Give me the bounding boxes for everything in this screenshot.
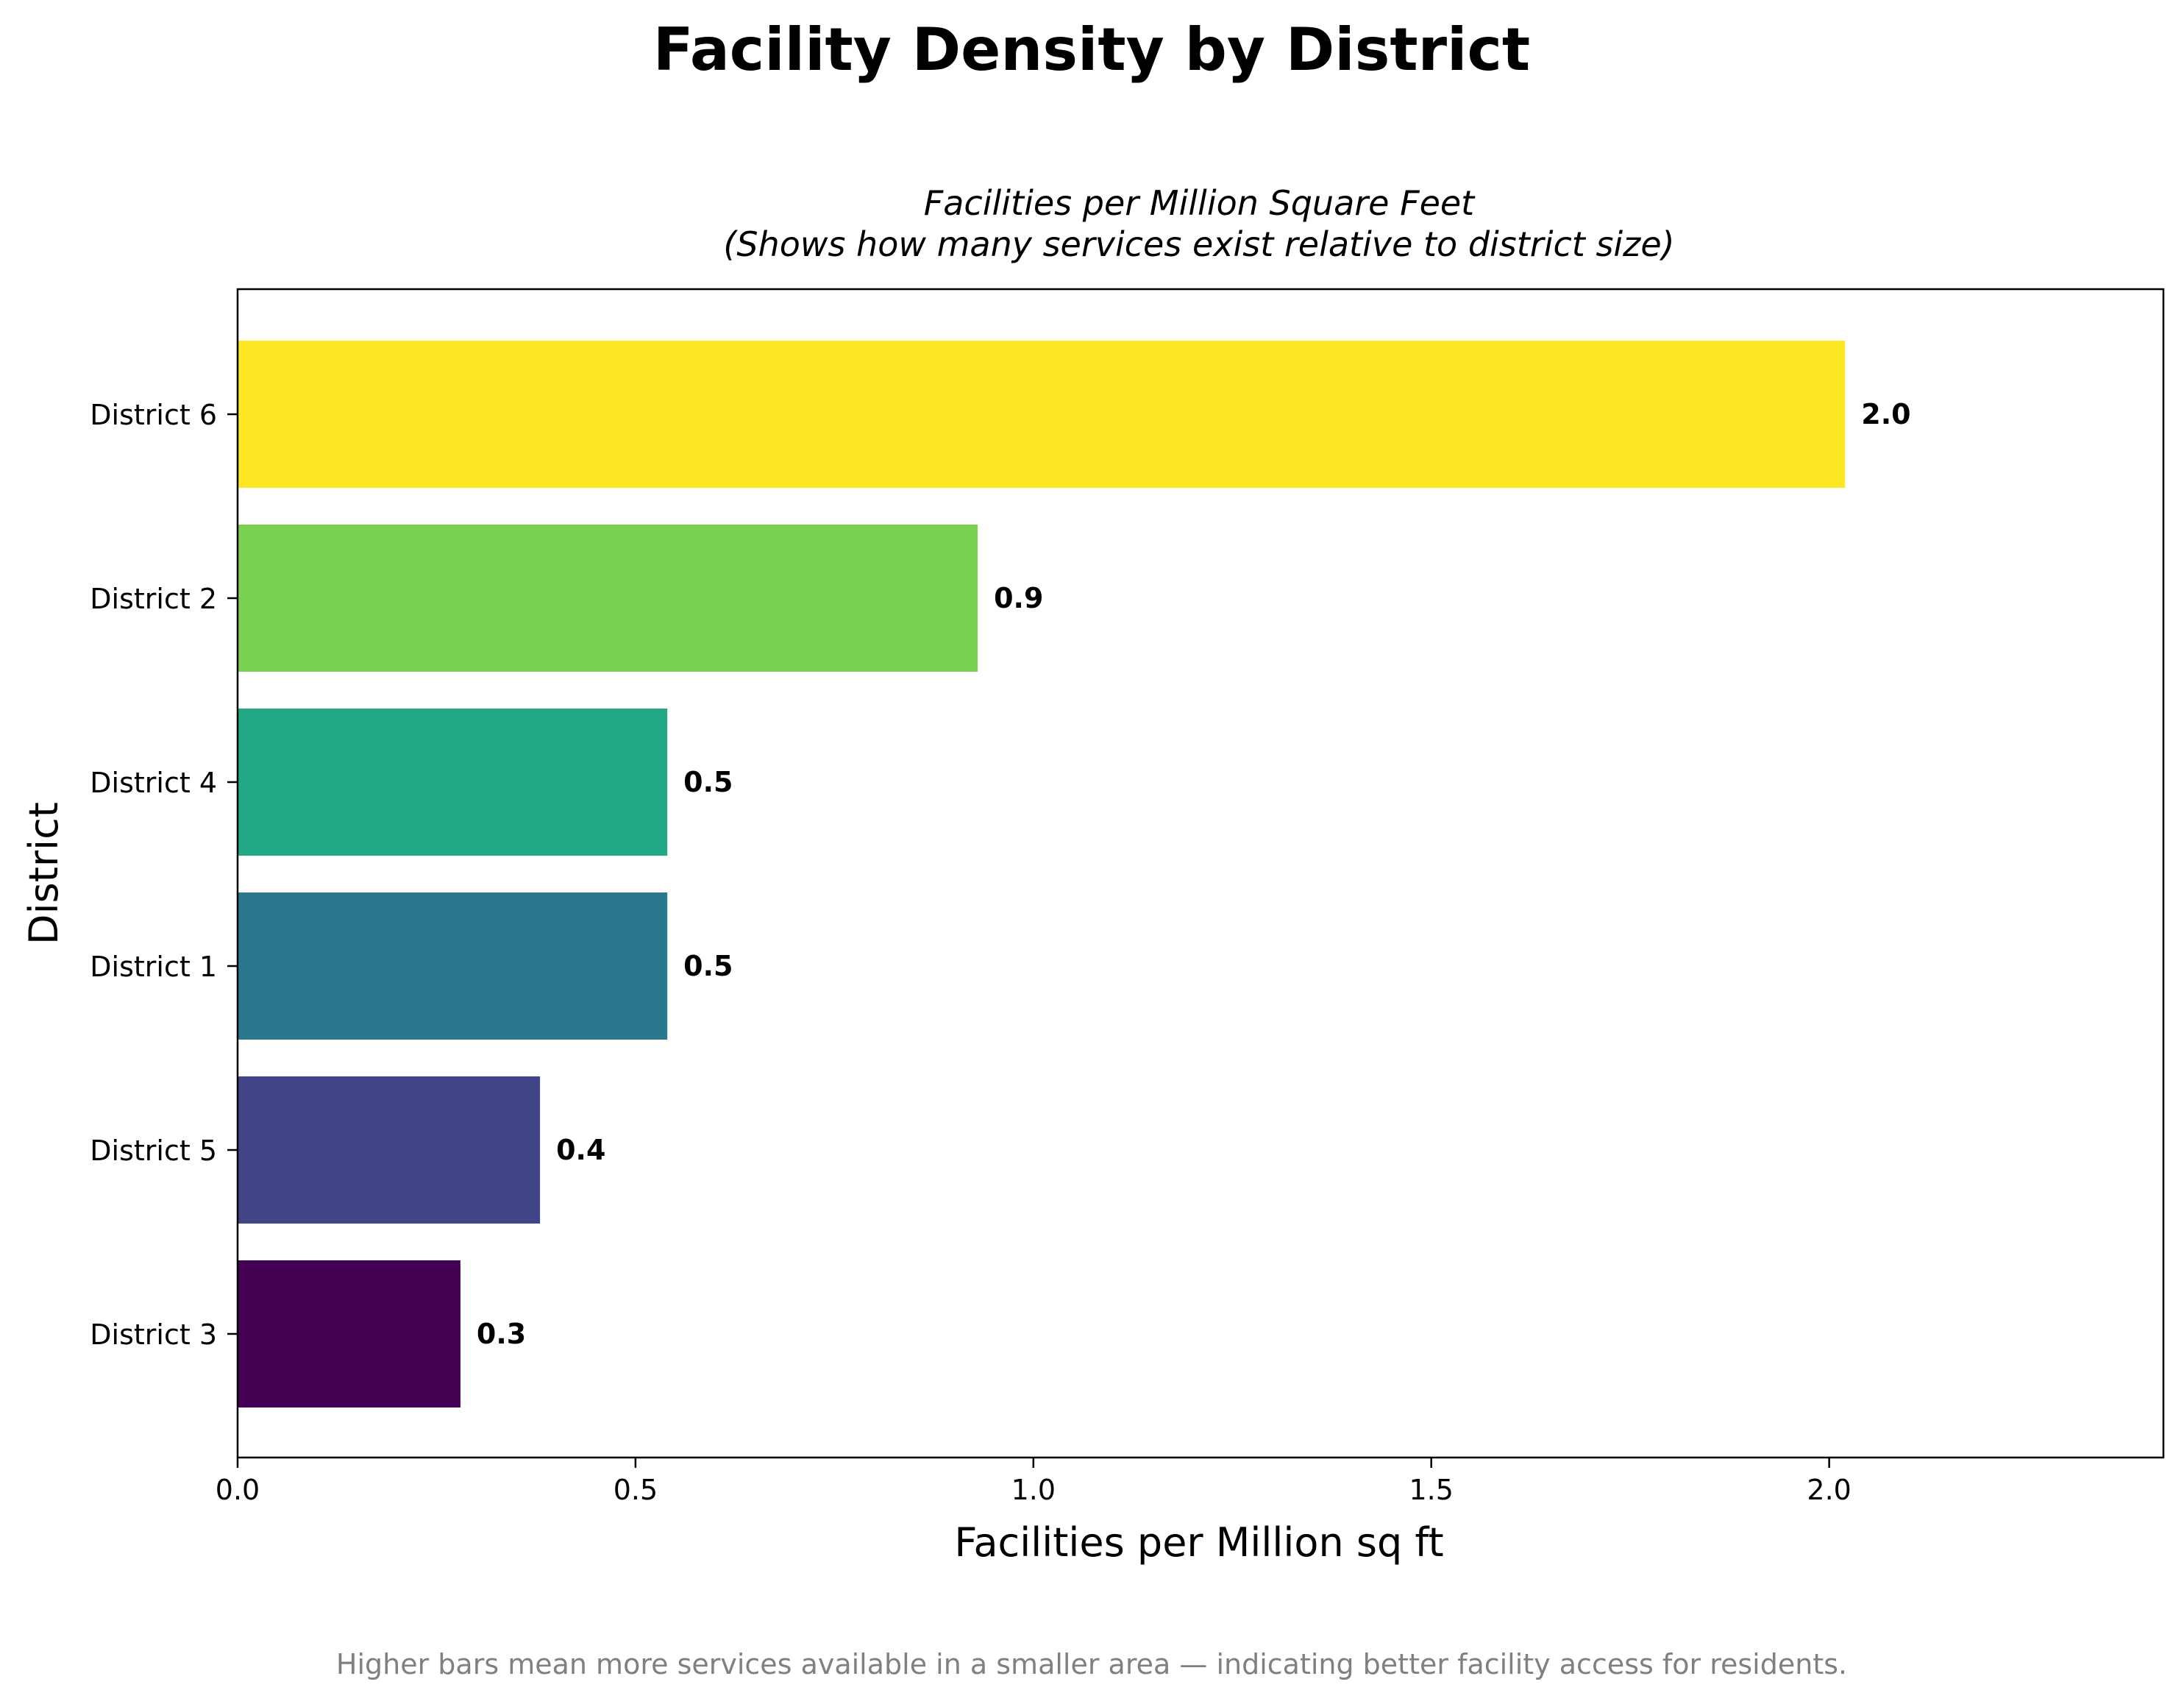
bars-layer xyxy=(238,341,1846,1407)
bar-district-3 xyxy=(238,1260,460,1407)
data-label-district-4: 0.5 xyxy=(683,766,733,798)
x-tick-label: 1.0 xyxy=(1011,1474,1056,1506)
bar-district-1 xyxy=(238,892,668,1040)
y-tick-label: District 2 xyxy=(90,583,217,615)
y-axis-ticks: District 6 District 2 District 4 District 1… xyxy=(90,399,238,1351)
bar-district-5 xyxy=(238,1076,541,1224)
bar-district-2 xyxy=(238,525,978,672)
footnote: Higher bars mean more services available… xyxy=(336,1648,1847,1680)
data-labels-layer: 2.0 0.9 0.5 0.5 0.4 0.3 xyxy=(477,398,1911,1350)
data-label-district-3: 0.3 xyxy=(477,1318,526,1350)
x-tick-label: 2.0 xyxy=(1807,1474,1851,1506)
figure-title: Facility Density by District xyxy=(653,15,1530,84)
y-tick-label: District 6 xyxy=(90,399,217,431)
y-axis-label: District xyxy=(21,802,67,945)
y-tick-label: District 4 xyxy=(90,767,217,799)
x-axis-ticks: 0.0 0.5 1.0 1.5 2.0 xyxy=(216,1458,1852,1506)
chart-subtitle-line-2: (Shows how many services exist relative … xyxy=(723,224,1674,264)
x-tick-label: 1.5 xyxy=(1409,1474,1454,1506)
bar-district-6 xyxy=(238,341,1846,488)
x-tick-label: 0.5 xyxy=(613,1474,658,1506)
y-tick-label: District 5 xyxy=(90,1135,217,1167)
x-axis-label: Facilities per Million sq ft xyxy=(954,1519,1443,1566)
bar-district-4 xyxy=(238,709,668,856)
x-tick-label: 0.0 xyxy=(216,1474,260,1506)
data-label-district-1: 0.5 xyxy=(683,950,733,982)
y-tick-label: District 3 xyxy=(90,1318,217,1351)
plot-frame xyxy=(236,288,2165,1459)
data-label-district-6: 2.0 xyxy=(1861,398,1910,430)
chart-subtitle-line-1: Facilities per Million Square Feet xyxy=(924,183,1476,223)
y-tick-label: District 1 xyxy=(90,951,217,983)
data-label-district-5: 0.4 xyxy=(556,1134,605,1166)
data-label-district-2: 0.9 xyxy=(994,582,1043,614)
